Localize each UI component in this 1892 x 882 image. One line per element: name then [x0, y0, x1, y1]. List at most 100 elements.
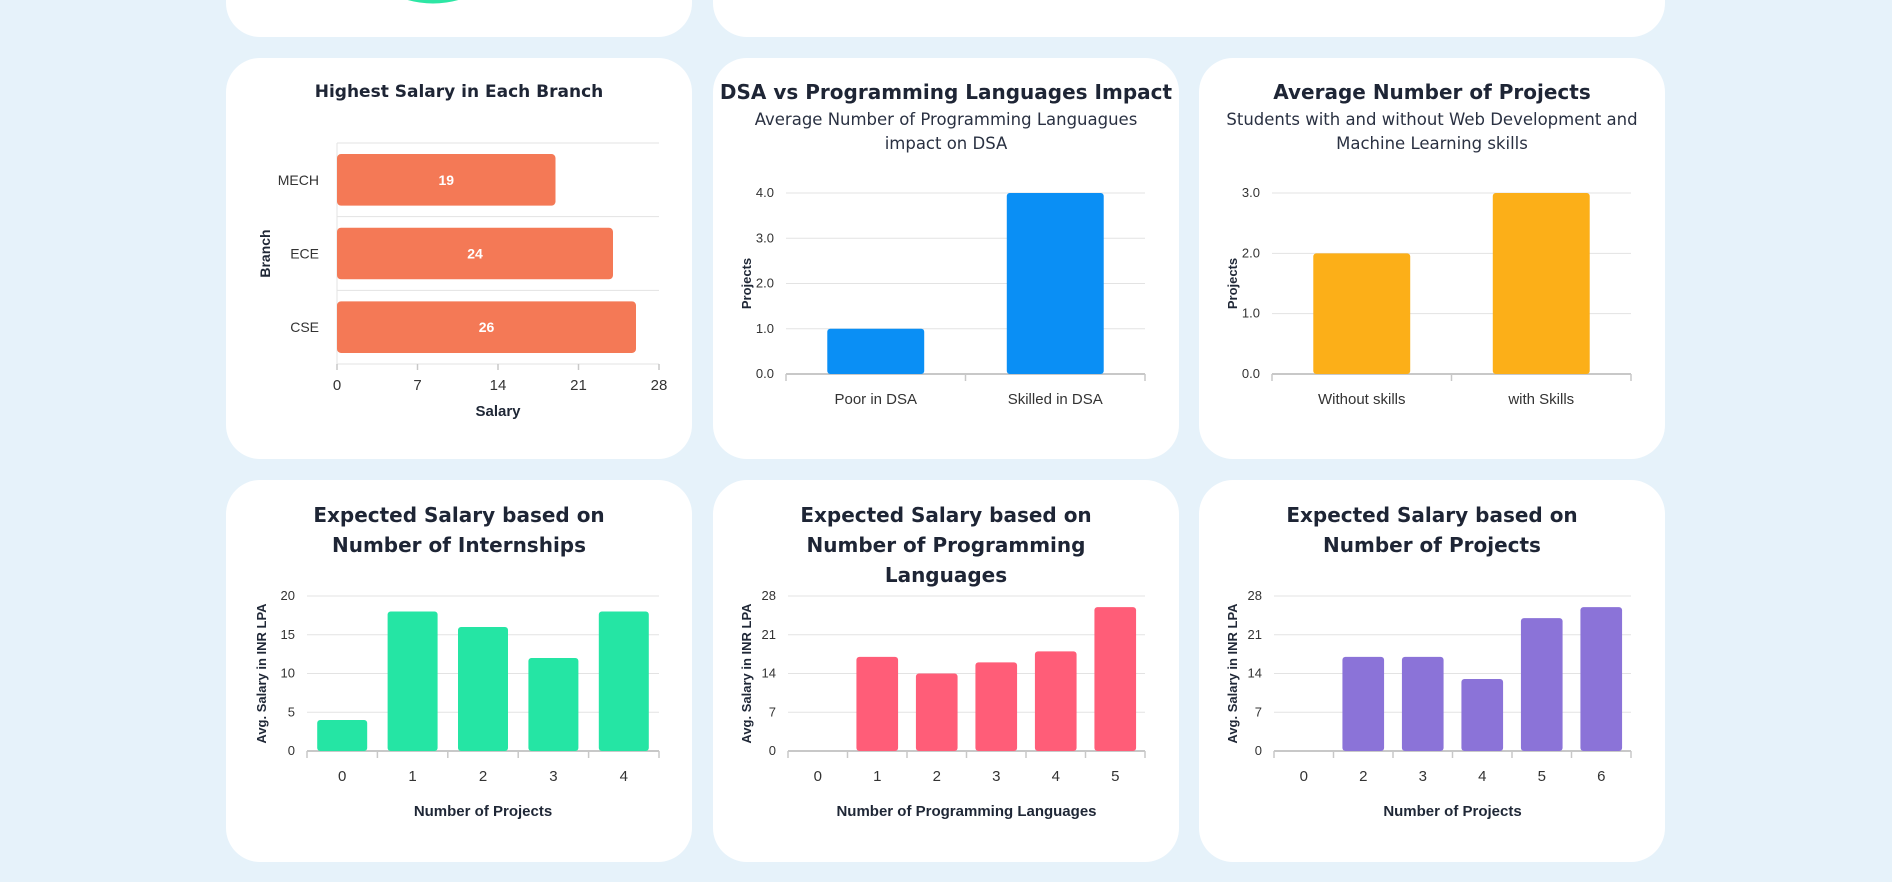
chart-subtitle: Average Number of Programming Languagues…: [754, 110, 1138, 153]
card-salary-internships: Expected Salary based on Number of Inter…: [226, 480, 692, 862]
bar: [317, 720, 368, 751]
x-tick-label: 1: [873, 768, 881, 785]
bar: [337, 301, 636, 353]
y-tick-label: ECE: [290, 246, 319, 262]
card-dsa-impact: DSA vs Programming Languages Impact Aver…: [713, 58, 1179, 459]
y-tick-label: 5: [288, 704, 295, 719]
y-tick-label: 0: [288, 743, 295, 758]
bar: [856, 656, 899, 751]
bar: [1313, 253, 1411, 374]
bar-chart-projects: 0.0 1.0 2.0 3.0 Without skills with Skills Pro…: [1225, 185, 1632, 408]
y-axis-label: Projects: [739, 258, 754, 309]
y-tick-label: 1.0: [756, 321, 774, 336]
x-tick-label: 0: [814, 768, 822, 785]
chart-title: Expected Salary based on Number of Progr…: [800, 503, 1092, 587]
y-tick-label: 21: [1248, 627, 1262, 642]
y-tick-label: 0.0: [1242, 366, 1260, 381]
x-tick-label: 4: [620, 768, 628, 785]
x-tick-label: 14: [490, 377, 507, 394]
x-tick-label: 21: [570, 377, 587, 394]
y-tick-label: 0.0: [756, 366, 774, 381]
x-tick-label: 3: [992, 768, 1000, 785]
bar: [1520, 618, 1563, 751]
x-tick-label: 4: [1052, 768, 1060, 785]
bar-chart-dsa: 0.0 1.0 2.0 3.0 4.0 Poor in DSA Skilled in DSA…: [739, 185, 1146, 408]
y-tick-label: CSE: [290, 319, 319, 335]
bar-data-label: 24: [467, 246, 483, 262]
y-tick-label: 10: [281, 666, 295, 681]
x-tick-label: with Skills: [1507, 391, 1574, 408]
bar: [975, 662, 1018, 751]
chart-title: DSA vs Programming Languages Impact: [719, 80, 1173, 104]
bar: [1034, 651, 1077, 751]
y-tick-label: 21: [762, 627, 776, 642]
bar: [598, 611, 649, 751]
bar-chart-numprojects: 0 7 14 21 28 0 2 3 4 5 6 Avg. Salary in INR LPA Numb…: [1225, 588, 1632, 820]
y-tick-label: 4.0: [756, 185, 774, 200]
x-tick-label: 0: [333, 377, 341, 394]
y-axis-label: Avg. Salary in INR LPA: [1225, 603, 1240, 744]
x-tick-label: 2: [933, 768, 941, 785]
x-tick-label: 7: [413, 377, 421, 394]
y-tick-label: 14: [1248, 666, 1262, 681]
card-average-projects: Average Number of Projects Students with…: [1199, 58, 1665, 459]
bar: [528, 658, 579, 751]
y-tick-label: 0: [1255, 743, 1262, 758]
x-tick-label: 2: [479, 768, 487, 785]
x-tick-label: 0: [338, 768, 346, 785]
bar: [458, 627, 508, 751]
bar: [915, 673, 958, 751]
x-axis-label: Number of Projects: [1383, 803, 1521, 820]
chart-title: Expected Salary based on Number of Inter…: [313, 503, 605, 557]
card-salary-projects: Expected Salary based on Number of Proje…: [1199, 480, 1665, 862]
bar: [337, 154, 556, 206]
y-axis-label: Projects: [1225, 258, 1240, 309]
green-arc-shape: [407, 0, 459, 4]
x-tick-label: Poor in DSA: [834, 391, 917, 408]
x-axis-label: Salary: [475, 403, 521, 420]
y-tick-label: 28: [762, 588, 776, 603]
x-tick-label: 4: [1478, 768, 1486, 785]
y-tick-label: 7: [769, 704, 776, 719]
card-branch-salary: Highest Salary in Each Branch 19 MECH 24 EC…: [226, 58, 692, 459]
bar: [827, 328, 925, 374]
x-tick-label: Skilled in DSA: [1008, 391, 1103, 408]
bar-chart-internships: 0 5 10 15 20 0 1 2 3 4 Avg. Salary in INR LPA Numbe…: [254, 588, 660, 820]
x-axis-label: Number of Projects: [414, 803, 552, 820]
x-tick-label: 1: [408, 768, 416, 785]
bar: [1580, 607, 1623, 751]
x-tick-label: Without skills: [1318, 391, 1406, 408]
y-tick-label: 1.0: [1242, 306, 1260, 321]
y-tick-label: 7: [1255, 704, 1262, 719]
y-tick-label: 14: [762, 666, 776, 681]
green-arc: [407, 0, 459, 4]
y-tick-label: 3.0: [1242, 185, 1260, 200]
bar: [1342, 656, 1385, 751]
chart-title: Highest Salary in Each Branch: [314, 82, 604, 102]
chart-title: Average Number of Projects: [1273, 80, 1591, 104]
chart-title: Expected Salary based on Number of Proje…: [1286, 503, 1578, 557]
bar: [1006, 193, 1104, 374]
x-tick-label: 5: [1111, 768, 1119, 785]
y-tick-label: 20: [281, 588, 295, 603]
bar-chart-branch: 19 MECH 24 ECE 26 CSE 0 7 14 21 28 Salary Branch: [257, 142, 667, 420]
x-tick-label: 0: [1300, 768, 1308, 785]
x-tick-label: 5: [1538, 768, 1546, 785]
y-tick-label: 0: [769, 743, 776, 758]
x-tick-label: 6: [1597, 768, 1605, 785]
x-tick-label: 3: [549, 768, 557, 785]
bar: [1401, 656, 1444, 751]
x-tick-label: 3: [1419, 768, 1427, 785]
y-tick-label: MECH: [278, 172, 319, 188]
x-tick-label: 2: [1359, 768, 1367, 785]
top-card-right: [713, 0, 1665, 37]
y-axis-label: Avg. Salary in INR LPA: [739, 603, 754, 744]
top-card-left: [226, 0, 692, 37]
bar: [1094, 607, 1137, 751]
y-tick-label: 2.0: [756, 276, 774, 291]
bar-data-label: 19: [438, 172, 454, 188]
bar: [1492, 193, 1590, 374]
x-axis-label: Number of Programming Languages: [836, 803, 1096, 820]
y-axis-label: Branch: [257, 229, 273, 277]
bar: [387, 611, 438, 751]
